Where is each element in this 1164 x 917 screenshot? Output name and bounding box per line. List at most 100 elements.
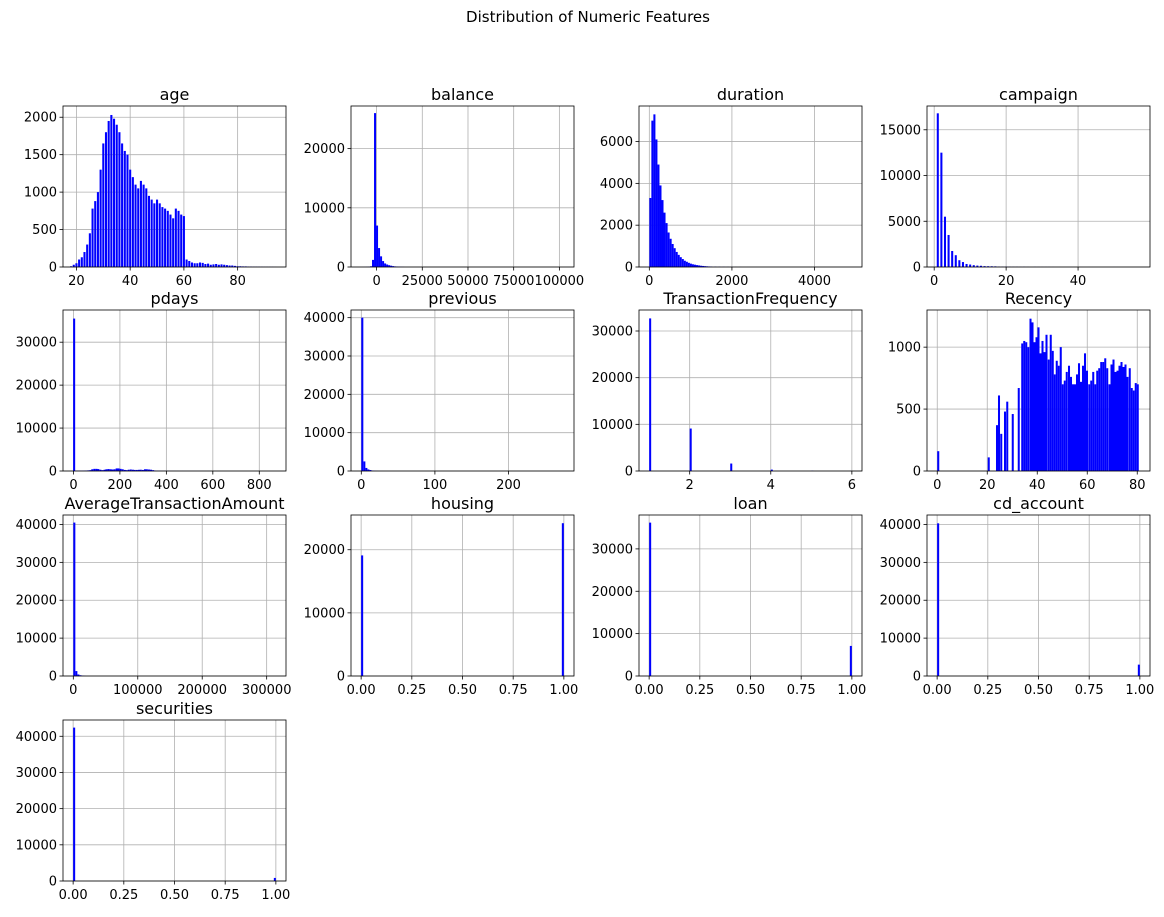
y-tick-label: 0 [49, 670, 57, 685]
histogram-bar [690, 429, 692, 471]
x-tick-label: 0.25 [973, 683, 1002, 698]
histogram-bar [1118, 366, 1120, 471]
x-tick-label: 200000 [177, 683, 227, 698]
histogram-bar [363, 461, 365, 471]
y-tick-label: 40000 [16, 730, 57, 745]
histogram-bar [998, 395, 1000, 471]
x-tick-label: 75000 [493, 274, 534, 289]
y-tick-label: 0 [49, 465, 57, 480]
x-tick-label: 50000 [447, 274, 488, 289]
x-tick-label: 20 [68, 274, 85, 289]
histogram-bar [1135, 383, 1137, 471]
y-tick-label: 0 [49, 261, 57, 276]
x-tick-label: 0.50 [448, 683, 477, 698]
histogram-bar [382, 261, 384, 267]
histogram-bar [75, 263, 77, 267]
histogram-bar [118, 132, 120, 267]
histogram-bar [73, 728, 75, 881]
histogram-bar [75, 671, 77, 676]
y-tick-label: 40000 [880, 518, 921, 533]
histogram-bar [682, 259, 684, 267]
histogram-bar [988, 457, 990, 471]
subplot-title: TransactionFrequency [662, 289, 837, 308]
y-tick-label: 10000 [16, 838, 57, 853]
y-tick-label: 2000 [600, 219, 633, 234]
y-tick-label: 30000 [304, 350, 345, 365]
histogram-bar [649, 318, 651, 471]
histogram-bar [140, 181, 142, 267]
x-tick-label: 0 [933, 478, 941, 493]
y-tick-label: 1000 [888, 341, 921, 356]
histogram-bar [680, 257, 682, 267]
histogram-bar [1035, 337, 1037, 471]
y-tick-label: 20000 [592, 585, 633, 600]
histogram-bar [121, 143, 123, 267]
x-tick-label: 40 [122, 274, 139, 289]
histogram-bar [1043, 352, 1045, 471]
histogram-bar [951, 251, 953, 267]
histogram-bar [651, 121, 653, 267]
y-tick-label: 10000 [880, 169, 921, 184]
histogram-bar [159, 203, 161, 267]
subplot-title: campaign [999, 85, 1078, 104]
histogram-bar [1114, 372, 1116, 471]
histogram-bar [89, 233, 91, 267]
histogram-bar [678, 255, 680, 267]
histogram-bar [661, 200, 663, 267]
histogram-bar [1033, 342, 1035, 471]
y-tick-label: 30000 [16, 556, 57, 571]
x-tick-label: 80 [1129, 478, 1146, 493]
histogram-bar [1138, 665, 1140, 676]
histogram-bar [1108, 384, 1110, 471]
histogram-bar [1126, 377, 1128, 471]
x-tick-label: 0.75 [1075, 683, 1104, 698]
histogram-bar [996, 425, 998, 471]
histogram-bar [92, 209, 94, 267]
histogram-bar [1025, 342, 1027, 471]
histogram-bar [113, 119, 115, 267]
histogram-bar [196, 263, 198, 267]
histogram-bar [940, 153, 942, 267]
histogram-bar [1104, 358, 1106, 471]
histogram-bar [937, 523, 939, 676]
y-tick-label: 20000 [592, 371, 633, 386]
histogram-bar [1041, 341, 1043, 471]
y-tick-label: 1500 [24, 148, 57, 163]
y-tick-label: 40000 [304, 311, 345, 326]
subplot-title: cd_account [993, 494, 1084, 514]
histogram-bar [156, 200, 158, 267]
histogram-bar [1094, 384, 1096, 471]
histogram-bar [1029, 319, 1031, 471]
histogram-bar [188, 261, 190, 267]
x-tick-label: 0 [69, 683, 77, 698]
histogram-bar [374, 113, 376, 267]
y-tick-label: 0 [625, 261, 633, 276]
histogram-bar [376, 226, 378, 267]
x-tick-label: 0.00 [923, 683, 952, 698]
histogram-bar [199, 263, 201, 267]
y-tick-label: 500 [32, 223, 57, 238]
histogram-bar [1133, 391, 1135, 472]
histogram-bar [653, 114, 655, 267]
histogram-bar [668, 233, 670, 268]
histogram-bar [562, 523, 564, 676]
histogram-bar [172, 218, 174, 267]
x-tick-label: 1.00 [1125, 683, 1154, 698]
histogram-bar [1054, 374, 1056, 471]
histogram-bar [1056, 361, 1058, 471]
axes-frame [63, 515, 286, 676]
y-tick-label: 20000 [16, 379, 57, 394]
histogram-bar [1060, 347, 1062, 471]
x-tick-label: 0.75 [787, 683, 816, 698]
x-tick-label: 25000 [402, 274, 443, 289]
histogram-bar [684, 261, 686, 267]
histogram-bar [1088, 384, 1090, 471]
histogram-bar [73, 319, 75, 471]
